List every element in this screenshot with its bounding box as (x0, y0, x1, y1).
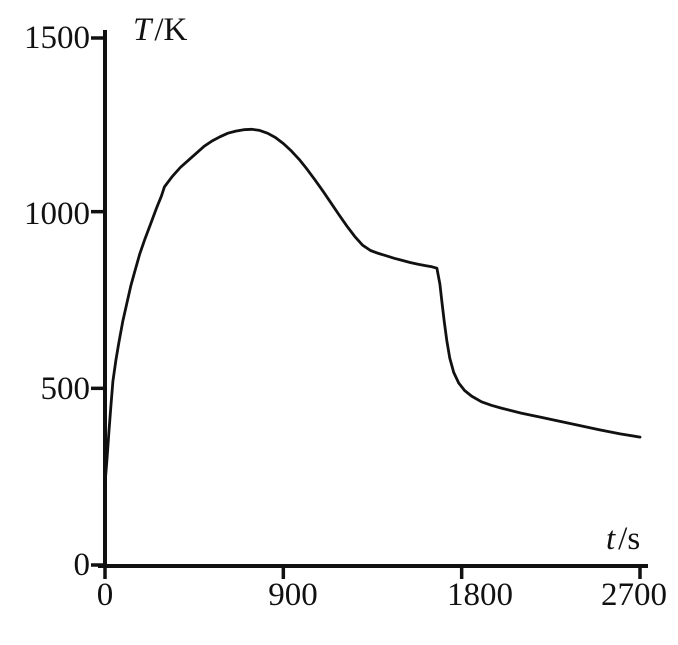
x-axis-label: t/s (606, 521, 640, 557)
y-tick-label-1000: 1000 (24, 196, 90, 232)
y-tick-label-500: 500 (40, 371, 91, 407)
x-tick-label-0: 0 (96, 577, 114, 613)
x-axis-label-unit: /s (618, 521, 641, 557)
y-tick-label-0: 0 (73, 547, 91, 583)
y-axis-label-symbol: T (133, 12, 152, 48)
x-axis-label-symbol: t (606, 521, 616, 557)
x-axis-ticks (103, 566, 642, 579)
x-tick-label-1800: 1800 (447, 577, 513, 613)
y-axis-label-unit: /K (154, 12, 188, 48)
y-axis-ticks (91, 36, 105, 567)
y-axis-label: T/K (133, 12, 187, 48)
x-tick-label-900: 900 (268, 577, 318, 613)
temperature-curve (103, 127, 642, 486)
y-tick-label-1500: 1500 (24, 20, 90, 56)
x-tick-label-2700: 2700 (601, 577, 667, 613)
